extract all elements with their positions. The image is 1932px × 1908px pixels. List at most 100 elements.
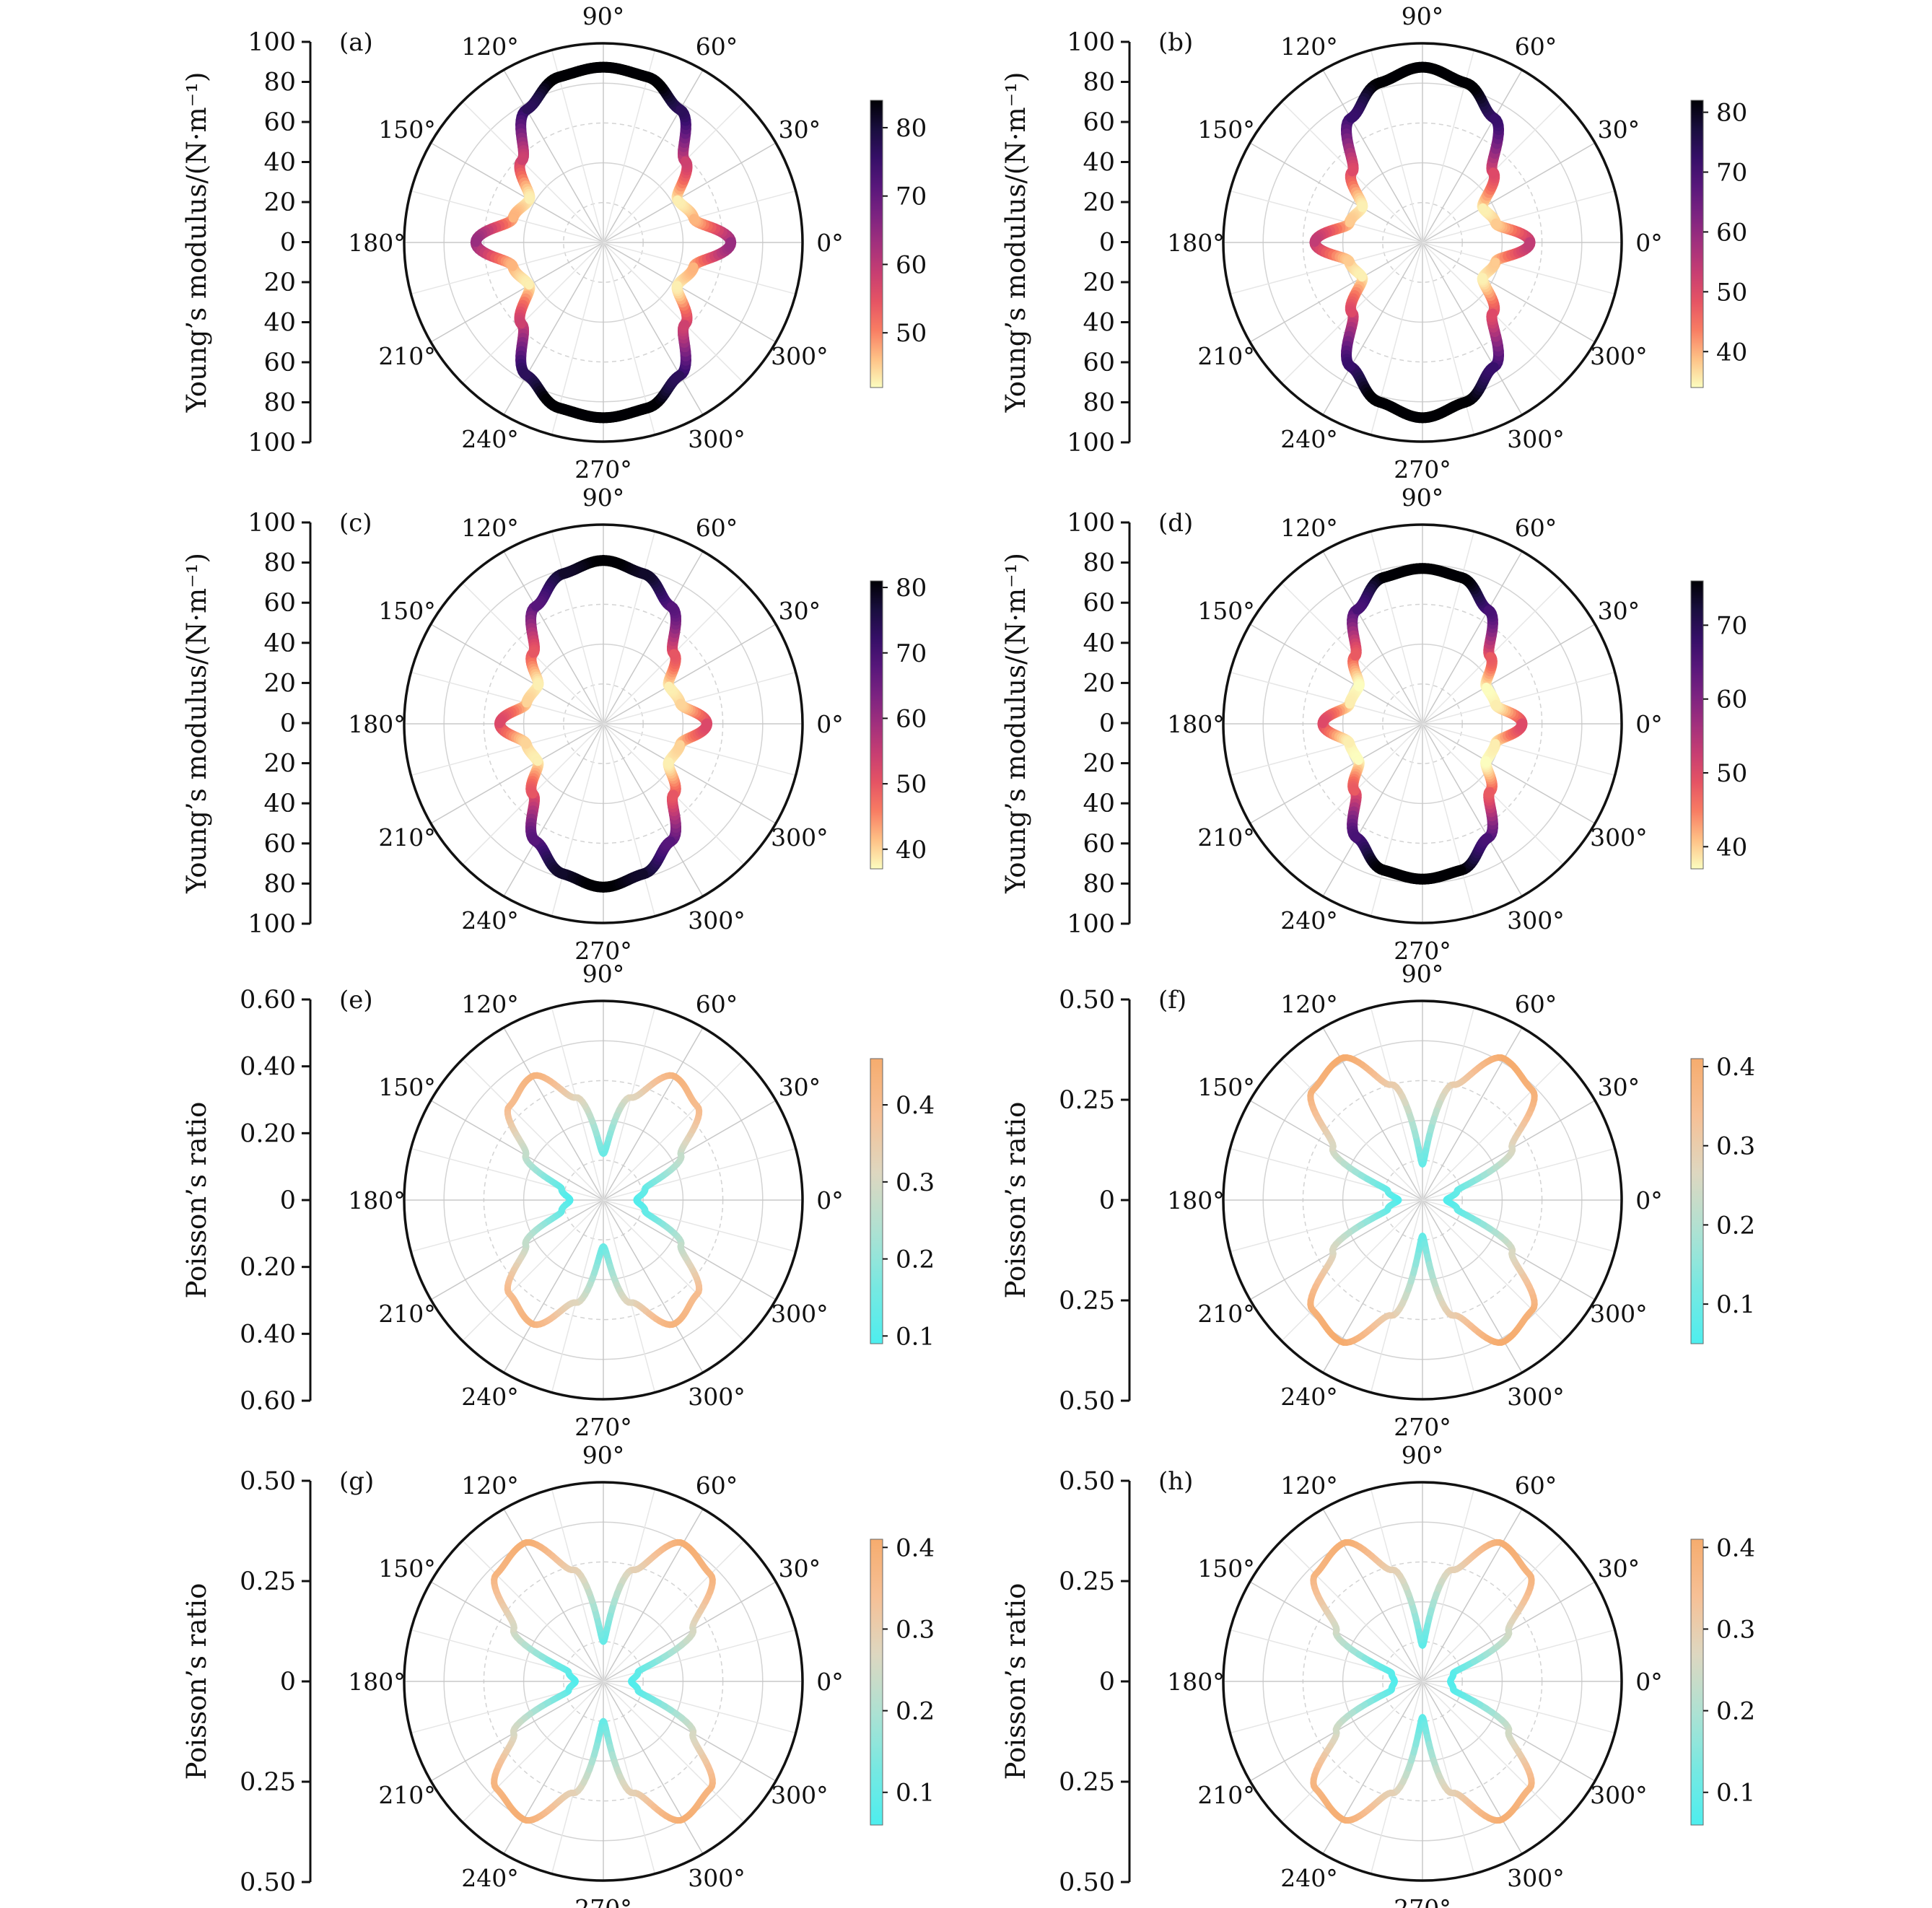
- grid-spoke: [1370, 1681, 1423, 1874]
- y-tick-label: 60: [1083, 830, 1115, 859]
- grid-spoke: [603, 1581, 777, 1682]
- angle-label: 210°: [378, 1300, 436, 1328]
- angle-label: 150°: [1197, 1073, 1255, 1101]
- angle-label: 90°: [582, 960, 625, 988]
- grid-spoke: [551, 723, 604, 916]
- grid-spoke: [1230, 1199, 1423, 1253]
- grid-spoke: [603, 551, 704, 725]
- grid-spoke: [1281, 1199, 1423, 1342]
- grid-spoke: [430, 1199, 604, 1300]
- data-point: [1378, 573, 1388, 582]
- data-point: [642, 1208, 648, 1215]
- colorbar-gradient: [870, 1058, 883, 1344]
- data-point: [1329, 1248, 1336, 1255]
- data-point: [1418, 875, 1427, 884]
- colorbar: 50 60 70 80: [870, 100, 927, 388]
- data-point: [1505, 1728, 1512, 1734]
- angle-label: 270°: [1394, 1894, 1451, 1908]
- angle-label: 60°: [696, 990, 738, 1018]
- angle-label: 30°: [1598, 115, 1640, 144]
- data-point: [1352, 833, 1361, 842]
- angle-label: 240°: [461, 1383, 519, 1411]
- polar-grid: [403, 43, 803, 442]
- y-tick-label: 0.50: [240, 1868, 296, 1897]
- data-point: [1345, 218, 1354, 227]
- data-point: [634, 1687, 641, 1694]
- angle-label: 210°: [378, 823, 436, 852]
- data-point: [533, 681, 543, 691]
- data-point: [666, 836, 676, 846]
- data-point: [1447, 1679, 1454, 1684]
- grid-spoke: [462, 1681, 604, 1823]
- y-tick-label: 0.50: [1059, 1387, 1115, 1416]
- colorbar-tick-label: 0.3: [1716, 1132, 1755, 1161]
- angle-label: 90°: [582, 2, 625, 30]
- data-point: [1449, 1567, 1456, 1573]
- y-tick-label: 20: [1083, 268, 1115, 297]
- angle-label: 120°: [1280, 990, 1338, 1018]
- data-point: [628, 1300, 634, 1306]
- grid-spoke: [1422, 1540, 1564, 1682]
- grid-spoke: [603, 69, 704, 243]
- grid-spoke: [503, 1199, 604, 1373]
- grid-spoke: [603, 531, 656, 725]
- angle-label: 120°: [1280, 514, 1338, 542]
- data-point: [1485, 652, 1495, 661]
- data-point: [634, 1669, 641, 1676]
- polar-frame: [403, 42, 804, 443]
- angle-label: 300°: [1507, 425, 1565, 453]
- data-point: [533, 757, 543, 766]
- angle-label: 300°: [1507, 1864, 1565, 1892]
- grid-spoke: [1281, 1540, 1423, 1682]
- grid-spoke: [1249, 142, 1423, 243]
- data-point: [1347, 308, 1357, 318]
- data-point: [1454, 1206, 1460, 1212]
- data-point: [1391, 1679, 1398, 1684]
- angle-label: 270°: [574, 937, 632, 965]
- data-point: [1490, 362, 1499, 372]
- colorbar-tick-label: 80: [896, 574, 927, 603]
- data-point: [1345, 699, 1354, 709]
- data-point: [643, 403, 652, 413]
- grid-spoke: [430, 1581, 604, 1682]
- data-point: [678, 1242, 684, 1248]
- data-point: [642, 1186, 648, 1192]
- angle-label: 270°: [574, 1894, 632, 1908]
- data-point: [522, 371, 531, 380]
- y-tick-label: 80: [1083, 870, 1115, 898]
- angle-label: 0°: [816, 710, 844, 738]
- y-axis-title: Young’s modulus/(N·m⁻¹): [1000, 72, 1031, 413]
- data-point: [1345, 739, 1354, 748]
- colorbar-tick-label: 40: [1716, 833, 1747, 862]
- data-point: [628, 1679, 634, 1684]
- angle-label: 120°: [461, 990, 519, 1018]
- y-tick-label: 20: [1083, 750, 1115, 779]
- data-point: [1509, 1248, 1516, 1255]
- grid-spoke: [603, 1681, 796, 1734]
- angle-label: 300°: [688, 1864, 746, 1892]
- y-tick-label: 20: [1083, 188, 1115, 217]
- panel-label: (c): [339, 509, 372, 538]
- y-tick-label: 20: [263, 188, 296, 217]
- angle-label: 180°: [348, 229, 406, 257]
- grid-spoke: [1230, 723, 1423, 776]
- data-point: [523, 1152, 529, 1158]
- data-point: [1501, 1056, 1508, 1062]
- grid-spoke: [603, 1681, 777, 1782]
- y-tick-label: 0: [1099, 229, 1115, 258]
- grid-spoke: [603, 1540, 745, 1682]
- data-point: [1529, 1087, 1536, 1093]
- data-point: [1491, 739, 1500, 748]
- y-tick-label: 0.20: [240, 1253, 296, 1282]
- angle-label: 60°: [696, 1471, 738, 1500]
- polar-frame: [403, 1481, 804, 1882]
- data-point: [506, 1103, 512, 1109]
- data-point: [1526, 1785, 1533, 1792]
- data-point: [669, 649, 678, 658]
- y-tick-label: 60: [1083, 108, 1115, 137]
- data-point: [1309, 1087, 1316, 1093]
- colorbar-tick-label: 0.4: [896, 1091, 935, 1120]
- data-point: [630, 1567, 637, 1573]
- y-tick-label: 0: [1099, 1668, 1115, 1697]
